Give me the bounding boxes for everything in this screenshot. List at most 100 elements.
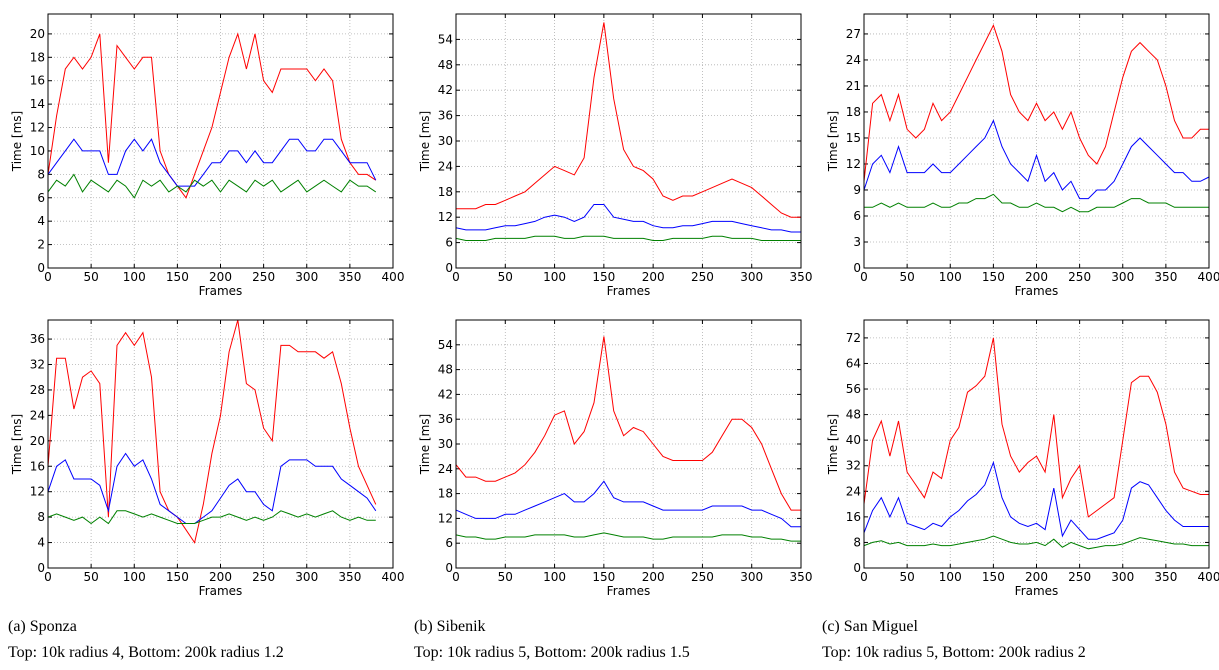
x-tick-label: 350 — [790, 270, 813, 284]
caption-label: (a) Sponza — [8, 618, 77, 635]
y-tick-label: 16 — [846, 510, 861, 524]
y-axis-label: Time [ms] — [418, 414, 432, 476]
y-tick-label: 0 — [445, 561, 453, 575]
x-tick-label: 400 — [1198, 570, 1219, 584]
x-tick-label: 250 — [1068, 570, 1091, 584]
y-tick-label: 6 — [853, 209, 861, 223]
y-tick-label: 54 — [438, 338, 453, 352]
x-tick-label: 100 — [123, 570, 146, 584]
x-tick-label: 400 — [382, 570, 405, 584]
x-tick-label: 300 — [295, 570, 318, 584]
plot-frame — [47, 13, 394, 269]
plot-frame — [863, 319, 1210, 569]
series-line — [47, 452, 377, 524]
y-tick-label: 72 — [846, 331, 861, 345]
series-line — [456, 22, 801, 218]
x-tick-label: 150 — [592, 570, 615, 584]
x-tick-label: 300 — [1111, 570, 1134, 584]
x-tick-label: 350 — [1154, 570, 1177, 584]
y-tick-label: 42 — [438, 83, 453, 97]
x-tick-label: 100 — [543, 270, 566, 284]
series-line — [863, 535, 1209, 550]
y-tick-label: 20 — [30, 434, 45, 448]
y-tick-label: 56 — [846, 382, 861, 396]
y-tick-label: 8 — [37, 510, 45, 524]
x-tick-label: 250 — [691, 570, 714, 584]
plot-frame — [455, 13, 802, 269]
x-tick-label: 250 — [1068, 270, 1091, 284]
x-tick-label: 200 — [642, 270, 665, 284]
y-tick-label: 4 — [37, 536, 45, 550]
y-tick-label: 6 — [37, 191, 45, 205]
x-axis-label: Frames — [1015, 584, 1059, 598]
y-tick-label: 42 — [438, 387, 453, 401]
x-tick-label: 300 — [740, 570, 763, 584]
y-tick-label: 0 — [37, 261, 45, 275]
series-line — [47, 138, 377, 187]
y-tick-label: 27 — [846, 27, 861, 41]
y-tick-label: 40 — [846, 433, 861, 447]
y-tick-label: 24 — [846, 484, 861, 498]
x-tick-label: 0 — [44, 270, 52, 284]
series-line — [863, 23, 1209, 182]
y-tick-label: 21 — [846, 79, 861, 93]
x-tick-label: 50 — [83, 570, 98, 584]
x-tick-label: 150 — [166, 570, 189, 584]
y-tick-label: 0 — [445, 261, 453, 275]
x-tick-label: 0 — [452, 570, 460, 584]
y-tick-label: 4 — [37, 214, 45, 228]
caption-label: (b) Sibenik — [414, 618, 486, 635]
y-tick-label: 18 — [438, 487, 453, 501]
x-tick-label: 50 — [899, 270, 914, 284]
series-line — [863, 460, 1209, 540]
y-tick-label: 18 — [30, 50, 45, 64]
x-tick-label: 200 — [1025, 570, 1048, 584]
caption-detail: Top: 10k radius 5, Bottom: 200k radius 1… — [414, 644, 690, 661]
x-tick-label: 100 — [123, 270, 146, 284]
caption-detail: Top: 10k radius 4, Bottom: 200k radius 1… — [8, 644, 284, 661]
series-line — [864, 193, 1209, 213]
y-tick-label: 10 — [30, 144, 45, 158]
series-line — [455, 235, 801, 241]
x-tick-label: 300 — [740, 270, 763, 284]
x-tick-label: 200 — [209, 570, 232, 584]
x-tick-label: 0 — [44, 570, 52, 584]
series-line — [455, 532, 801, 542]
y-tick-label: 0 — [853, 561, 861, 575]
y-tick-label: 32 — [846, 459, 861, 473]
y-tick-label: 9 — [853, 183, 861, 197]
y-tick-label: 54 — [438, 32, 453, 46]
y-tick-label: 48 — [846, 408, 861, 422]
y-tick-label: 28 — [30, 383, 45, 397]
x-tick-label: 0 — [860, 270, 868, 284]
x-tick-label: 400 — [1198, 270, 1219, 284]
x-tick-label: 200 — [1025, 270, 1048, 284]
x-tick-label: 200 — [642, 570, 665, 584]
y-tick-label: 14 — [30, 97, 45, 111]
x-tick-label: 400 — [382, 270, 405, 284]
x-tick-label: 350 — [338, 570, 361, 584]
series-line — [47, 32, 377, 199]
y-tick-label: 18 — [438, 185, 453, 199]
y-tick-label: 0 — [37, 561, 45, 575]
y-tick-label: 64 — [846, 356, 861, 370]
x-tick-label: 100 — [543, 570, 566, 584]
y-tick-label: 48 — [438, 58, 453, 72]
y-axis-label: Time [ms] — [418, 111, 432, 173]
y-tick-label: 32 — [30, 358, 45, 372]
x-tick-label: 150 — [166, 270, 189, 284]
series-line — [455, 336, 801, 511]
x-tick-label: 350 — [338, 270, 361, 284]
x-tick-label: 50 — [498, 270, 513, 284]
y-tick-label: 20 — [30, 27, 45, 41]
x-axis-label: Frames — [607, 584, 651, 598]
y-tick-label: 0 — [853, 261, 861, 275]
y-tick-label: 8 — [853, 535, 861, 549]
y-tick-label: 12 — [438, 210, 453, 224]
series-line — [863, 119, 1210, 200]
y-tick-label: 6 — [445, 236, 453, 250]
x-tick-label: 250 — [691, 270, 714, 284]
series-line — [455, 204, 801, 233]
y-tick-label: 16 — [30, 74, 45, 88]
